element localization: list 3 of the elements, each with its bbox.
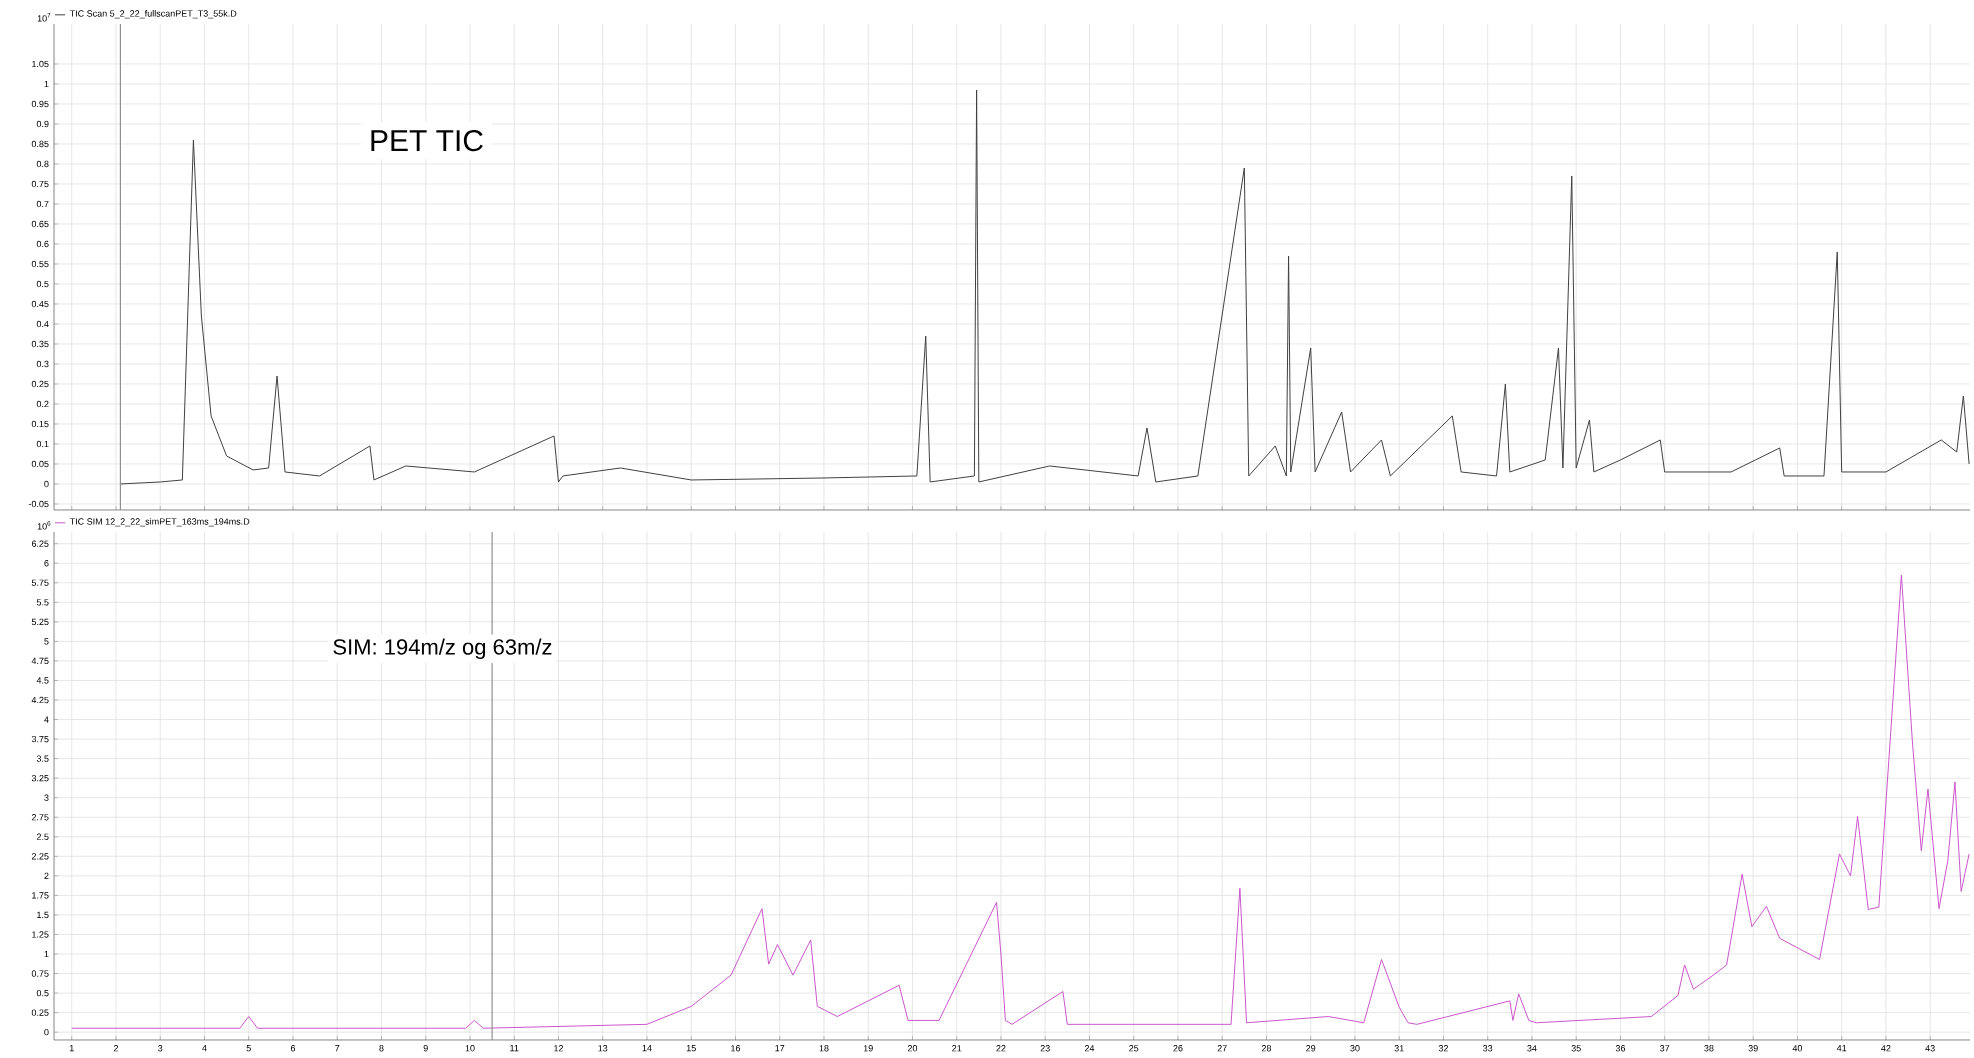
annotation: PET TIC (371, 129, 483, 152)
line-series (119, 89, 1970, 485)
annotation: SIM: 194m/z og 63m/z (333, 638, 552, 660)
